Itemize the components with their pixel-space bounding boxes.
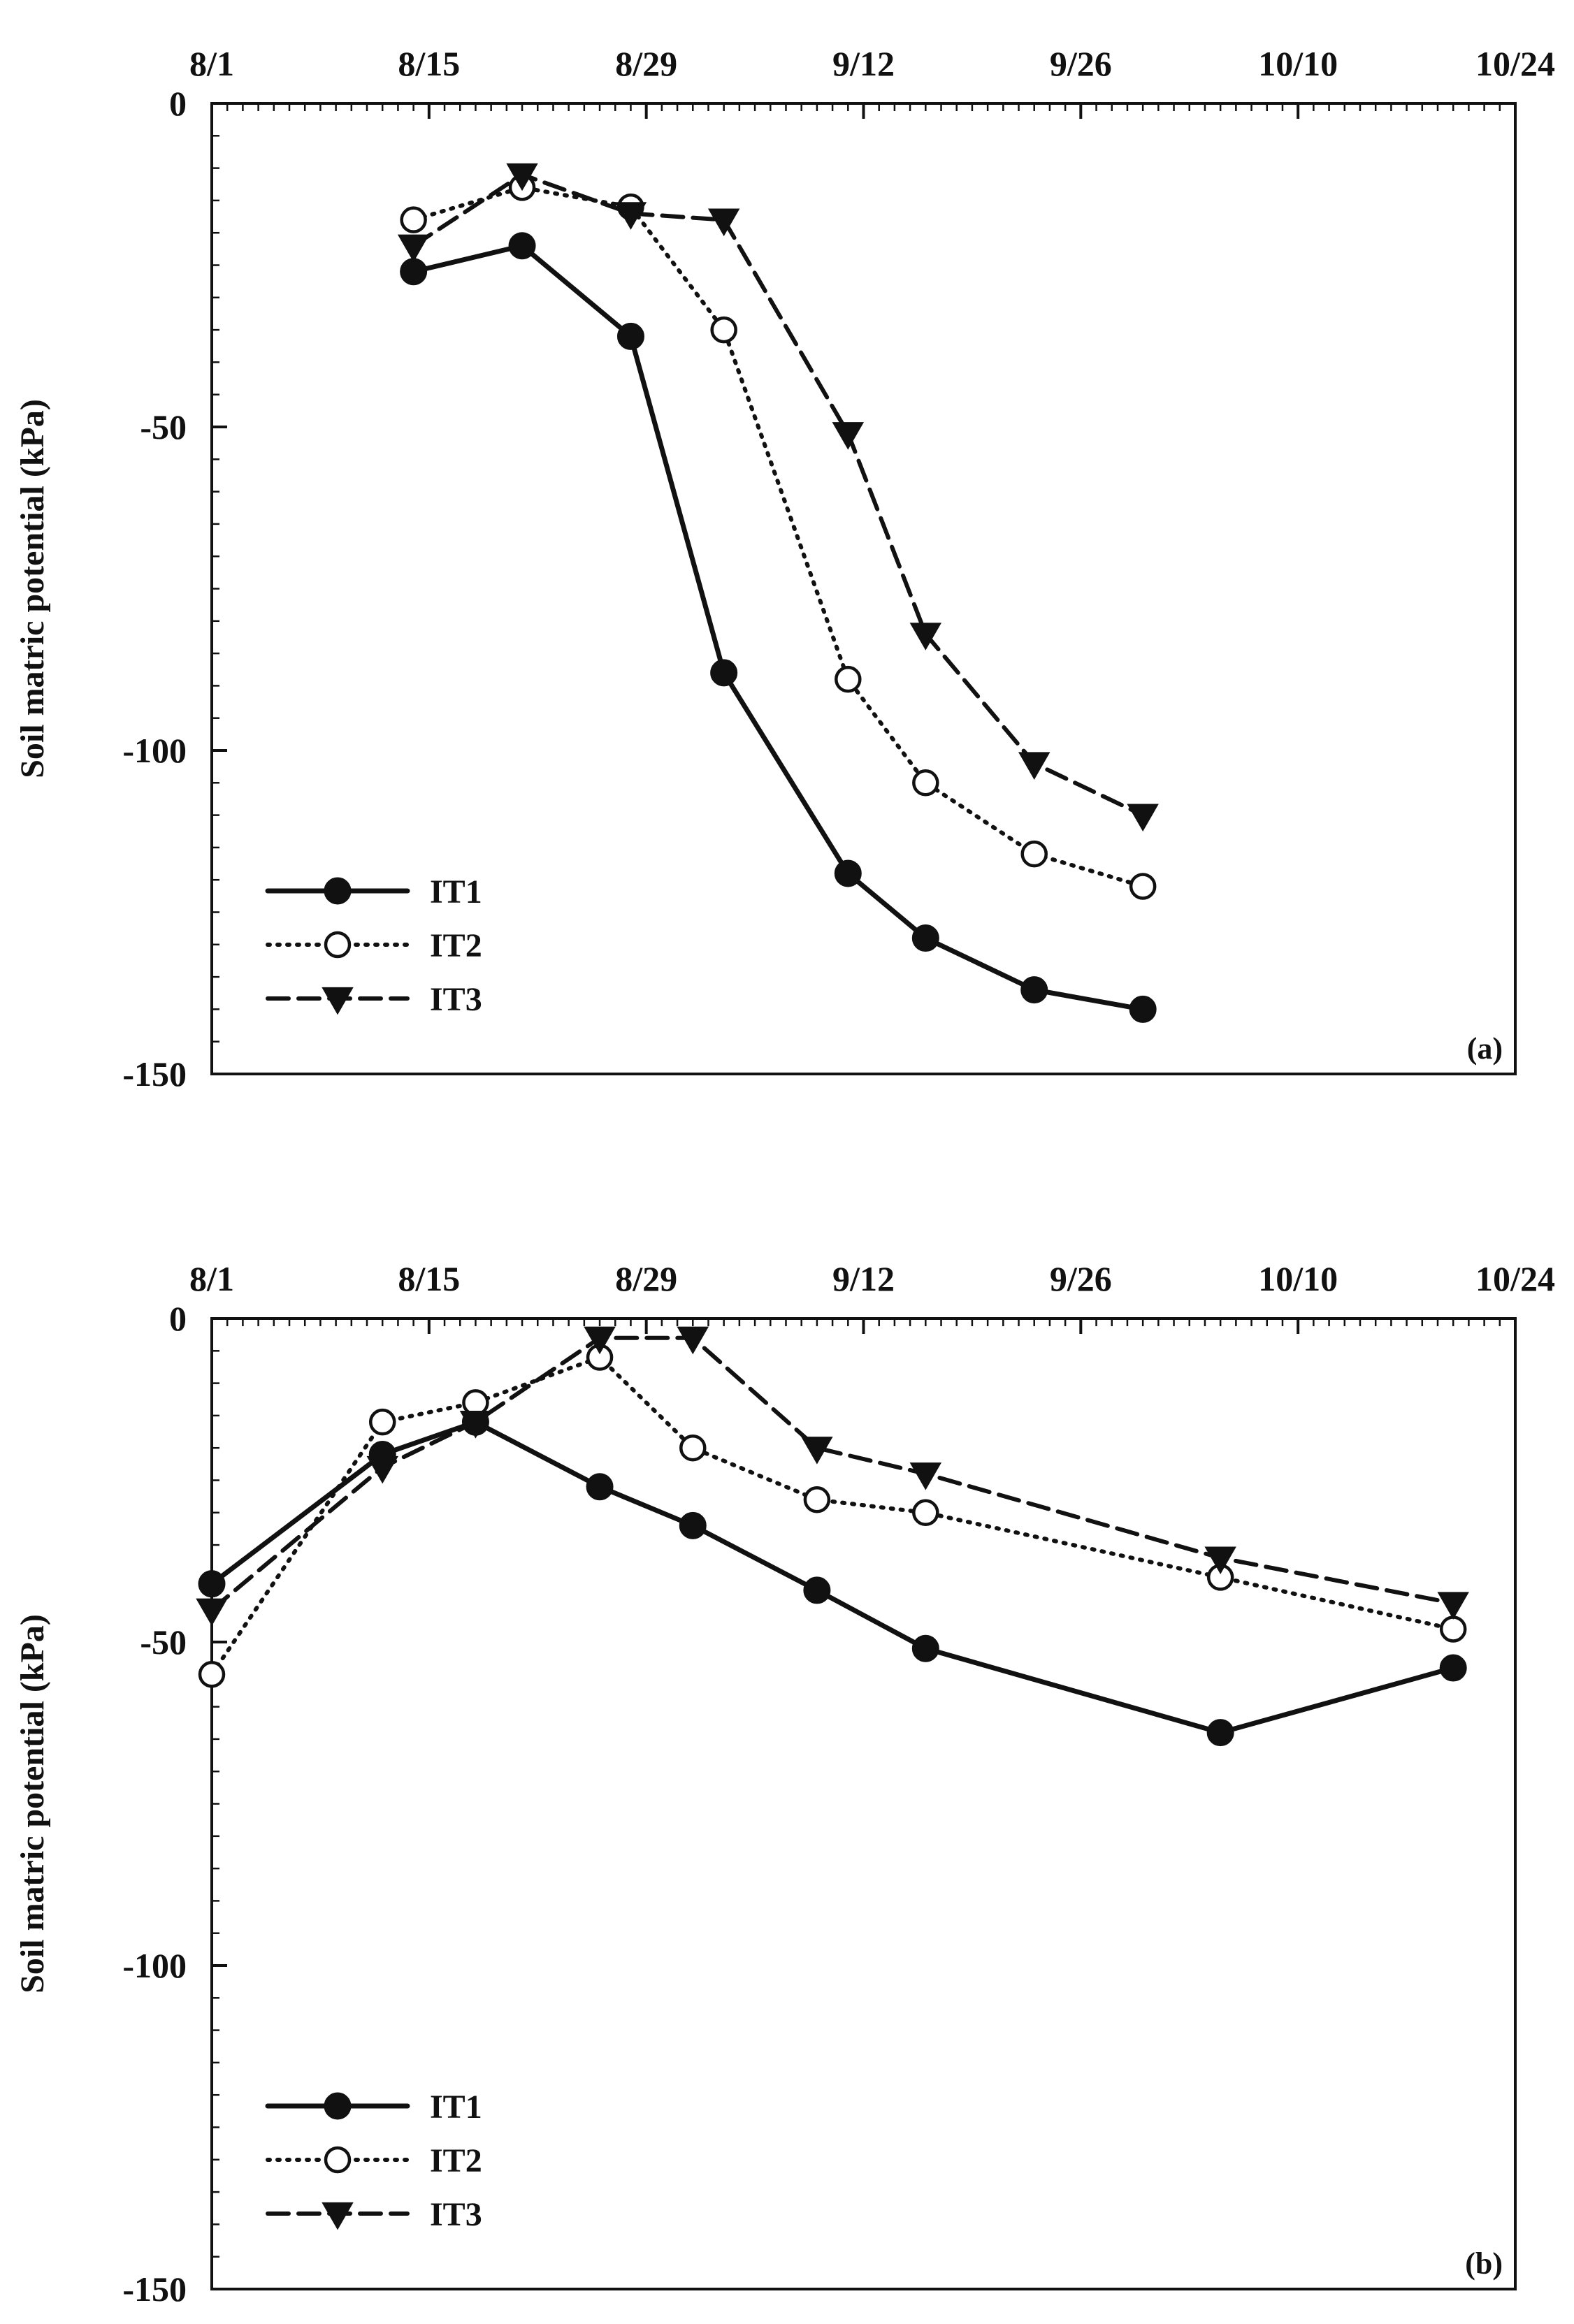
data-point-it1	[586, 1473, 614, 1501]
data-point-it3	[1204, 1546, 1236, 1575]
data-point-it3	[909, 1462, 942, 1490]
data-point-it2	[912, 769, 939, 797]
panel-label: (b)	[1465, 2246, 1503, 2281]
series-it3	[196, 1326, 1469, 1627]
data-point-it1	[679, 1511, 707, 1539]
x-tick-label: 8/15	[398, 1259, 460, 1298]
data-point-it1	[834, 859, 862, 887]
y-tick-label: -100	[122, 731, 187, 770]
data-point-it1	[911, 1634, 939, 1662]
data-point-it2	[803, 1486, 831, 1513]
data-point-it3	[1018, 752, 1050, 780]
data-point-it1	[1206, 1719, 1234, 1747]
series-it2	[198, 1344, 1467, 1688]
data-point-it3	[614, 202, 647, 230]
data-point-it2	[912, 1499, 939, 1527]
series-line-it1	[411, 243, 1146, 1012]
data-point-it1	[1439, 1654, 1467, 1682]
x-tick-label: 8/1	[189, 44, 234, 83]
legend-label-it1: IT1	[430, 2089, 482, 2126]
x-tick-label: 8/29	[615, 1259, 677, 1298]
data-point-it2	[1129, 873, 1157, 900]
x-tick-label: 9/26	[1050, 1259, 1112, 1298]
data-point-it1	[1129, 995, 1157, 1023]
series-line-it2	[411, 185, 1146, 889]
data-point-it1	[198, 1570, 226, 1598]
series-it3	[397, 163, 1159, 832]
x-tick-label: 9/12	[832, 44, 895, 83]
y-tick-label: -50	[140, 1622, 187, 1662]
legend-label-it3: IT3	[430, 981, 482, 1018]
series-line-it1	[209, 1419, 1456, 1736]
y-axis-title: Soil matric potential (kPa)	[14, 1614, 51, 1993]
data-point-it3	[1127, 804, 1159, 832]
series-it1	[400, 232, 1157, 1023]
legend-label-it3: IT3	[430, 2196, 482, 2233]
x-tick-label: 10/10	[1258, 44, 1338, 83]
data-point-it1	[1020, 976, 1048, 1004]
data-point-it1	[400, 258, 428, 286]
data-point-it3	[196, 1598, 228, 1627]
legend-label-it2: IT2	[430, 2142, 482, 2179]
data-point-it3	[584, 1326, 616, 1355]
data-point-it3	[677, 1326, 709, 1355]
data-point-it3	[909, 623, 942, 651]
data-point-it3	[832, 422, 865, 450]
x-tick-label: 8/29	[615, 44, 677, 83]
data-point-it2	[710, 316, 737, 344]
x-tick-label: 9/26	[1050, 44, 1112, 83]
data-point-it3	[1437, 1592, 1469, 1620]
data-point-it1	[508, 232, 536, 260]
panel-label: (a)	[1467, 1031, 1503, 1066]
legend-marker-it2	[324, 931, 352, 959]
data-point-it1	[911, 924, 939, 952]
y-tick-label: -50	[140, 407, 187, 446]
data-point-it2	[368, 1408, 396, 1436]
series-line-it3	[411, 172, 1146, 818]
y-tick-label: -150	[122, 1054, 187, 1094]
y-tick-label: -150	[122, 2269, 187, 2309]
series-line-it2	[210, 1355, 1456, 1677]
data-point-it3	[459, 1411, 492, 1439]
data-point-it2	[679, 1434, 707, 1462]
y-tick-label: 0	[169, 1299, 187, 1338]
legend-marker-it1	[324, 2092, 352, 2120]
y-tick-label: -100	[122, 1946, 187, 1985]
legend-marker-it1	[324, 877, 352, 905]
data-point-it2	[1439, 1615, 1467, 1643]
x-tick-label: 8/1	[189, 1259, 234, 1298]
x-tick-label: 10/24	[1475, 1259, 1555, 1298]
data-point-it3	[801, 1437, 833, 1465]
y-tick-label: 0	[169, 84, 187, 123]
series-it2	[400, 174, 1157, 900]
data-point-it1	[616, 322, 644, 350]
legend-marker-it3	[322, 2202, 354, 2230]
data-point-it3	[506, 163, 538, 191]
x-tick-label: 10/24	[1475, 44, 1555, 83]
data-point-it1	[710, 659, 738, 687]
legend: IT1 IT2 IT3	[265, 873, 482, 1018]
data-point-it3	[397, 234, 430, 263]
legend-label-it2: IT2	[430, 927, 482, 964]
data-point-it2	[1020, 840, 1048, 868]
x-tick-label: 8/15	[398, 44, 460, 83]
chart-panel-2: 8/1 8/15 8/29 9/12 9/26 10/10 10/24 0 -50 -100 -15…	[14, 1259, 1555, 2309]
legend: IT1 IT2 IT3	[265, 2089, 482, 2233]
data-point-it1	[803, 1576, 831, 1604]
y-axis-title: Soil matric potential (kPa)	[14, 399, 51, 778]
data-point-it2	[835, 665, 862, 693]
legend-marker-it2	[324, 2146, 352, 2174]
legend-label-it1: IT1	[430, 873, 482, 910]
series-line-it3	[210, 1335, 1456, 1612]
chart-panel-1: 8/1 8/15 8/29 9/12 9/26 10/10 10/24 0 -50 -100 -15…	[14, 44, 1555, 1094]
data-point-it2	[400, 206, 427, 233]
data-point-it3	[366, 1455, 398, 1484]
x-tick-label: 10/10	[1258, 1259, 1338, 1298]
plot-frame	[210, 1317, 1517, 2290]
data-point-it2	[198, 1661, 226, 1688]
data-point-it3	[707, 208, 740, 237]
x-tick-label: 9/12	[832, 1259, 895, 1298]
legend-marker-it3	[322, 987, 354, 1015]
